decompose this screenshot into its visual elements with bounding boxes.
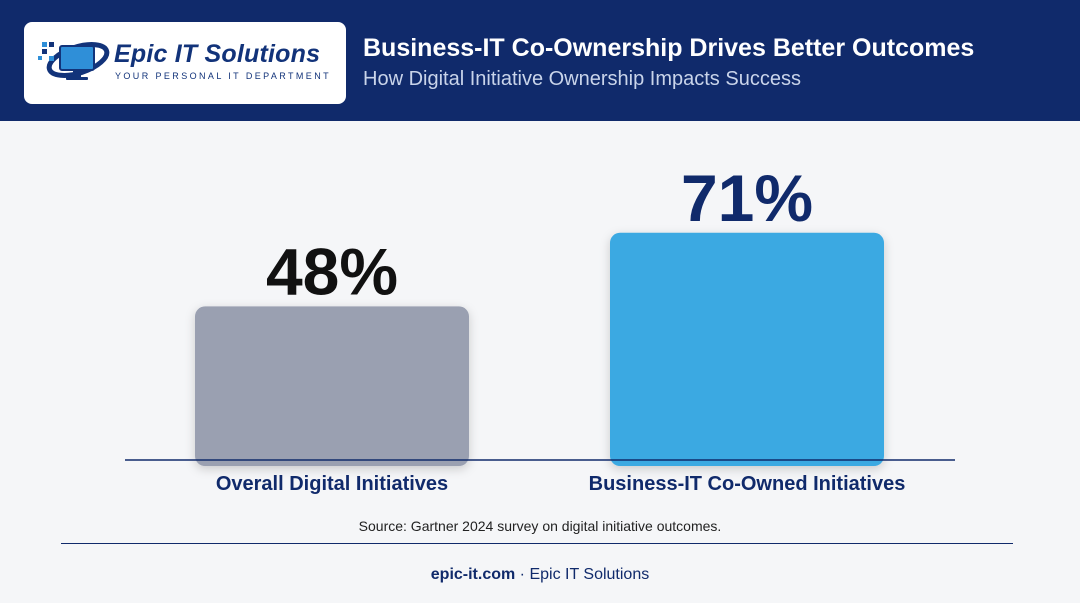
brand-logo: Epic IT Solutions YOUR PERSONAL IT DEPAR… — [24, 22, 346, 104]
data-label-2: 71% — [681, 161, 813, 235]
monitor-logo-icon — [38, 42, 110, 80]
footer-divider — [61, 543, 1013, 544]
bar-2 — [610, 232, 884, 466]
data-label-1: 48% — [266, 234, 398, 308]
bar-chart: 48% Overall Digital Initiatives 71% Busines… — [125, 161, 955, 495]
footer-link[interactable]: epic-it.com — [430, 566, 516, 583]
footer-separator: · — [515, 566, 530, 583]
brand-tagline: YOUR PERSONAL IT DEPARTMENT — [115, 71, 331, 81]
footer: epic-it.com · Epic IT Solutions — [0, 566, 1080, 584]
footer-company: Epic IT Solutions — [529, 566, 650, 583]
bar-1 — [195, 306, 469, 466]
header-banner: Epic IT Solutions YOUR PERSONAL IT DEPAR… — [0, 0, 1080, 121]
page-title: Business-IT Co-Ownership Drives Better O… — [363, 34, 975, 62]
brand-name: Epic IT Solutions — [114, 40, 321, 68]
page-subtitle: How Digital Initiative Ownership Impacts… — [363, 68, 801, 90]
category-label-1: Overall Digital Initiatives — [216, 473, 448, 495]
category-label-2: Business-IT Co-Owned Initiatives — [589, 473, 906, 495]
source-note: Source: Gartner 2024 survey on digital i… — [358, 518, 722, 534]
